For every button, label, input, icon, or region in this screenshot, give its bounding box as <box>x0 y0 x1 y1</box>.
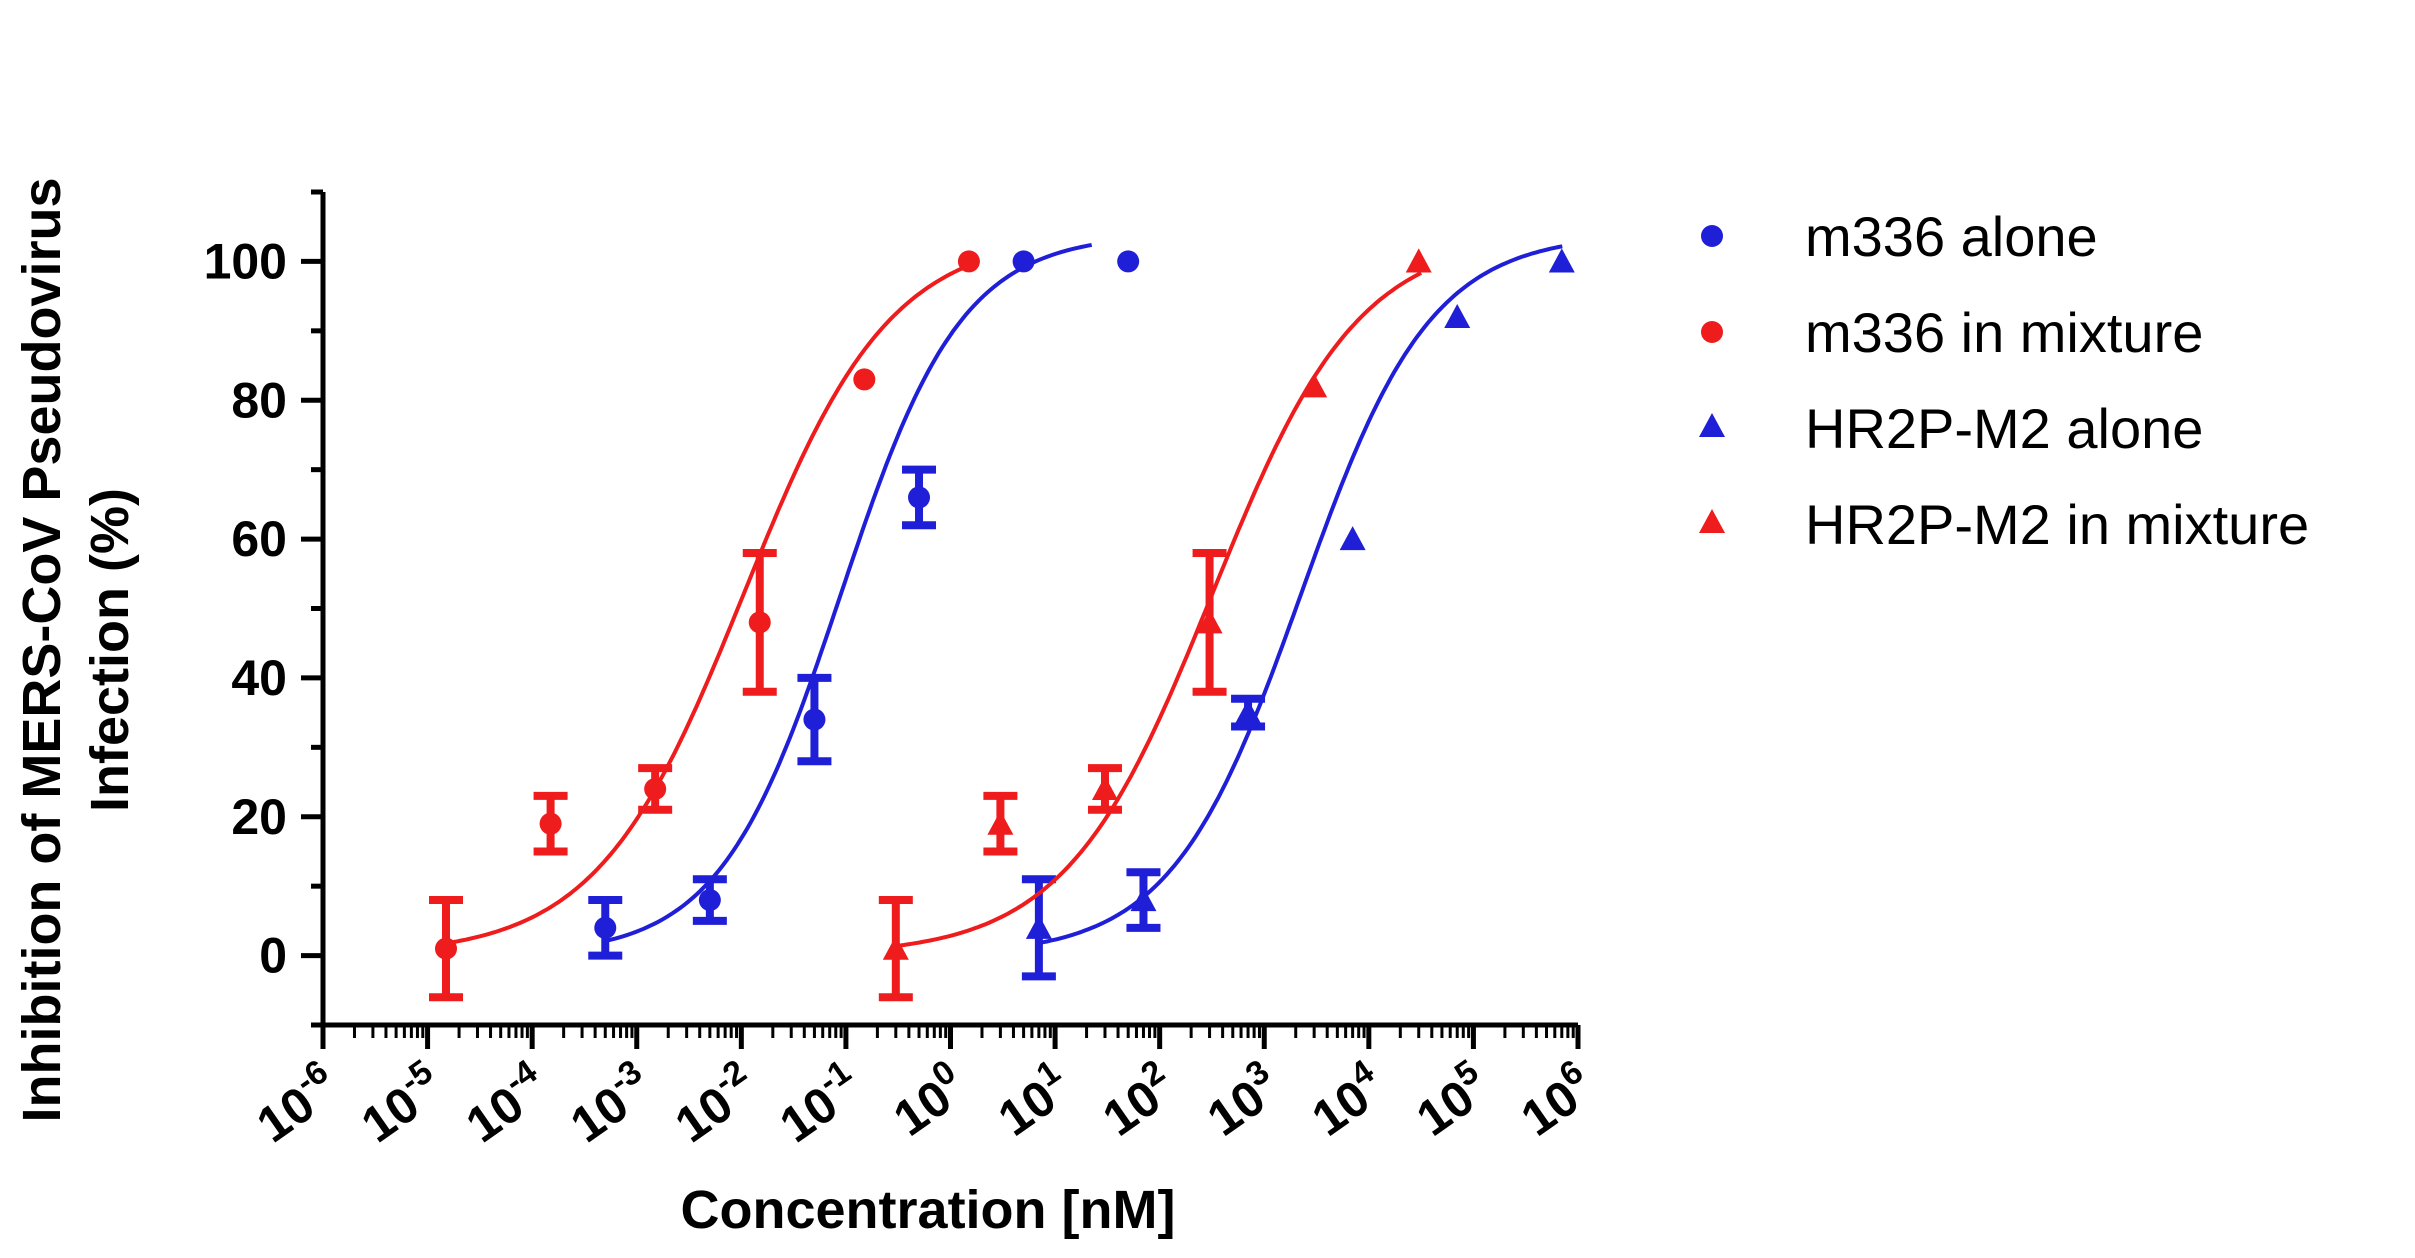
legend-marker <box>1699 509 1725 534</box>
data-point <box>539 812 562 835</box>
data-point <box>1405 248 1432 273</box>
data-point <box>957 250 980 273</box>
legend-label: m336 alone <box>1805 205 2098 268</box>
x-tick-label: 10-1 <box>766 1052 872 1153</box>
data-point <box>1548 248 1575 273</box>
y-axis-title-line-1: Inhibition of MERS-CoV Pseudovirus <box>12 178 72 1123</box>
data-point <box>1301 373 1328 398</box>
x-tick-label: 102 <box>1089 1052 1186 1146</box>
data-point <box>987 810 1014 835</box>
y-tick-label: 60 <box>231 511 287 567</box>
legend: m336 alone m336 in mixture HR2P-M2 alone HR… <box>1699 205 2309 556</box>
series-hr2p-m2-in-mixture <box>878 248 1432 1002</box>
data-point <box>748 611 771 634</box>
data-point <box>1117 250 1140 273</box>
series-m336-alone <box>588 242 1140 960</box>
y-tick-label: 20 <box>231 789 287 845</box>
x-tick-label: 101 <box>984 1052 1081 1146</box>
x-tick-label: 10-5 <box>347 1052 453 1153</box>
legend-marker <box>1701 321 1723 343</box>
data-point <box>1444 303 1471 328</box>
x-tick-label: 10-4 <box>452 1052 559 1153</box>
y-ticks: 0 20 40 60 80 100 <box>204 189 323 1028</box>
y-tick-label: 40 <box>231 650 287 706</box>
data-point <box>594 916 617 939</box>
x-tick-label: 105 <box>1403 1052 1500 1146</box>
x-axis-title: Concentration [nM] <box>681 1180 1176 1240</box>
y-axis-title-line-2: Infection (%) <box>80 488 140 812</box>
x-tick-label: 10-3 <box>557 1052 663 1153</box>
fit-curve <box>1038 244 1563 945</box>
data-point <box>1025 914 1052 939</box>
legend-marker <box>1699 413 1725 438</box>
plot-area <box>428 242 1575 1002</box>
legend-item: HR2P-M2 in mixture <box>1699 493 2309 556</box>
x-ticks: 10-6 10-5 10-4 10-3 10-2 10-1 100 101 102 103 104 1… <box>243 1025 1604 1153</box>
legend-item: m336 in mixture <box>1701 301 2203 364</box>
legend-item: HR2P-M2 alone <box>1699 397 2203 460</box>
series-hr2p-m2-alone <box>1021 244 1575 981</box>
y-tick-label: 100 <box>204 233 287 289</box>
data-point <box>1339 526 1366 551</box>
legend-label: HR2P-M2 in mixture <box>1805 493 2309 556</box>
data-point <box>1012 250 1035 273</box>
x-tick-label: 10-6 <box>243 1052 349 1153</box>
data-point <box>1196 609 1223 634</box>
data-point <box>1235 699 1262 724</box>
legend-label: HR2P-M2 alone <box>1805 397 2203 460</box>
data-point <box>803 708 826 731</box>
data-point <box>644 777 667 800</box>
series-m336-in-mixture <box>428 250 980 1002</box>
legend-marker <box>1701 225 1723 247</box>
y-tick-label: 80 <box>231 372 287 428</box>
x-tick-label: 103 <box>1193 1052 1290 1146</box>
x-tick-label: 10-2 <box>661 1052 767 1153</box>
data-point <box>434 937 457 960</box>
fit-curve <box>604 242 1093 944</box>
y-axis-title: Inhibition of MERS-CoV Pseudovirus Infec… <box>12 178 140 1123</box>
data-point <box>1130 887 1157 912</box>
y-tick-label: 0 <box>259 928 287 984</box>
data-point <box>882 935 909 960</box>
legend-label: m336 in mixture <box>1805 301 2203 364</box>
fit-curve <box>446 263 971 946</box>
x-tick-label: 100 <box>880 1052 977 1146</box>
x-tick-label: 104 <box>1298 1052 1395 1146</box>
data-point <box>698 889 721 912</box>
data-point <box>853 368 876 391</box>
legend-item: m336 alone <box>1701 205 2098 268</box>
data-point <box>908 486 931 509</box>
fit-curve <box>900 271 1423 948</box>
data-point <box>1091 775 1118 801</box>
x-tick-label: 106 <box>1507 1052 1604 1146</box>
